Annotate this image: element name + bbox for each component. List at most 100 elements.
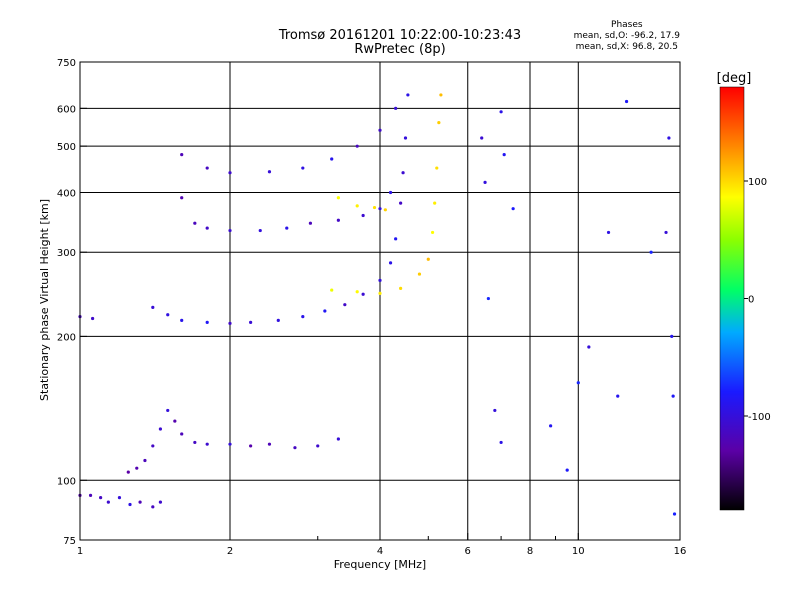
series-upper-trace bbox=[180, 106, 398, 175]
data-point bbox=[308, 221, 313, 225]
data-point bbox=[151, 505, 155, 509]
data-point bbox=[378, 278, 382, 282]
chart-title: Tromsø 20161201 10:22:00-10:23:43 bbox=[278, 28, 522, 43]
data-point bbox=[143, 458, 147, 463]
data-point bbox=[437, 121, 441, 125]
data-point bbox=[549, 424, 553, 428]
x-tick-label: 4 bbox=[377, 546, 383, 557]
data-point bbox=[399, 286, 403, 291]
x-tick-label: 10 bbox=[572, 546, 585, 557]
y-tick-label: 400 bbox=[57, 188, 76, 199]
data-point bbox=[406, 93, 410, 97]
data-point bbox=[355, 144, 359, 148]
data-point bbox=[106, 500, 110, 504]
phase-x-stats: mean, sd,X: 96.8, 20.5 bbox=[575, 42, 678, 52]
data-point bbox=[158, 500, 163, 504]
data-point bbox=[205, 442, 209, 446]
data-point bbox=[336, 196, 340, 200]
data-point bbox=[502, 153, 506, 157]
data-point bbox=[117, 495, 122, 500]
data-point bbox=[383, 208, 387, 212]
data-point bbox=[180, 153, 184, 157]
data-point bbox=[426, 257, 430, 261]
data-point bbox=[180, 432, 184, 436]
data-point bbox=[399, 201, 403, 205]
series-second-hop-trace bbox=[180, 190, 393, 233]
y-tick-label: 500 bbox=[57, 142, 76, 153]
series-f2-x-trace bbox=[330, 93, 443, 296]
y-tick-label: 750 bbox=[57, 58, 76, 69]
data-point bbox=[249, 320, 253, 324]
data-point bbox=[276, 318, 280, 323]
data-point bbox=[228, 442, 232, 446]
data-point bbox=[151, 444, 155, 448]
data-point bbox=[316, 444, 320, 448]
x-tick-label: 1 bbox=[77, 546, 83, 557]
data-point bbox=[135, 466, 139, 470]
data-point bbox=[205, 166, 209, 170]
data-point bbox=[565, 468, 569, 472]
series-f2-o-trace bbox=[78, 93, 410, 325]
y-tick-label: 100 bbox=[57, 476, 76, 487]
data-point bbox=[388, 261, 393, 265]
data-point bbox=[205, 226, 209, 230]
data-point bbox=[173, 419, 177, 423]
data-point bbox=[158, 427, 163, 431]
data-point bbox=[355, 204, 359, 208]
grid-lines bbox=[80, 62, 680, 540]
colorbar-tick-label: 0 bbox=[748, 295, 754, 306]
data-point bbox=[667, 136, 671, 140]
data-point bbox=[616, 394, 620, 398]
data-point bbox=[88, 493, 93, 497]
data-points bbox=[78, 93, 677, 516]
x-tick-label: 8 bbox=[527, 546, 533, 557]
data-point bbox=[649, 250, 653, 254]
data-point bbox=[249, 444, 253, 448]
y-tick-label: 600 bbox=[57, 104, 76, 115]
data-point bbox=[401, 171, 405, 175]
data-point bbox=[336, 437, 340, 441]
data-point bbox=[672, 512, 677, 516]
data-point bbox=[330, 288, 334, 292]
data-point bbox=[228, 171, 232, 175]
data-point bbox=[343, 303, 347, 307]
data-point bbox=[128, 502, 132, 507]
data-point bbox=[301, 315, 305, 319]
data-point bbox=[499, 110, 503, 114]
data-point bbox=[355, 290, 359, 294]
chart-subtitle: RwPretec (8p) bbox=[354, 42, 446, 57]
data-point bbox=[394, 106, 398, 110]
data-point bbox=[151, 305, 155, 309]
phase-heading: Phases bbox=[611, 20, 643, 30]
data-point bbox=[403, 136, 408, 140]
data-point bbox=[361, 292, 365, 296]
data-point bbox=[480, 136, 484, 140]
data-point bbox=[126, 470, 130, 474]
x-axis-label: Frequency [MHz] bbox=[334, 558, 426, 571]
colorbar-ticks: -100 0 100 bbox=[744, 177, 771, 423]
data-point bbox=[180, 196, 184, 200]
data-point bbox=[378, 291, 382, 296]
data-point bbox=[606, 230, 611, 235]
data-point bbox=[664, 230, 668, 235]
phase-statistics: Phases mean, sd,O: -96.2, 17.9 mean, sd,… bbox=[574, 20, 680, 53]
data-point bbox=[576, 381, 580, 385]
data-point bbox=[493, 408, 497, 413]
data-point bbox=[378, 128, 382, 132]
data-point bbox=[486, 296, 490, 301]
colorbar bbox=[719, 86, 745, 511]
data-point bbox=[417, 272, 422, 276]
data-point bbox=[267, 170, 272, 174]
data-point bbox=[430, 230, 435, 235]
data-point bbox=[180, 318, 184, 323]
data-point bbox=[483, 180, 487, 184]
data-point bbox=[99, 495, 103, 500]
series-e-region-trace bbox=[78, 493, 163, 509]
data-point bbox=[323, 309, 327, 313]
data-point bbox=[388, 190, 393, 195]
data-point bbox=[138, 500, 142, 504]
axis-ticks: 1 2 4 6 8 10 16 75 100 200 300 400 500 600 750 bbox=[57, 58, 686, 557]
phase-o-stats: mean, sd,O: -96.2, 17.9 bbox=[573, 31, 680, 41]
data-point bbox=[193, 440, 197, 445]
